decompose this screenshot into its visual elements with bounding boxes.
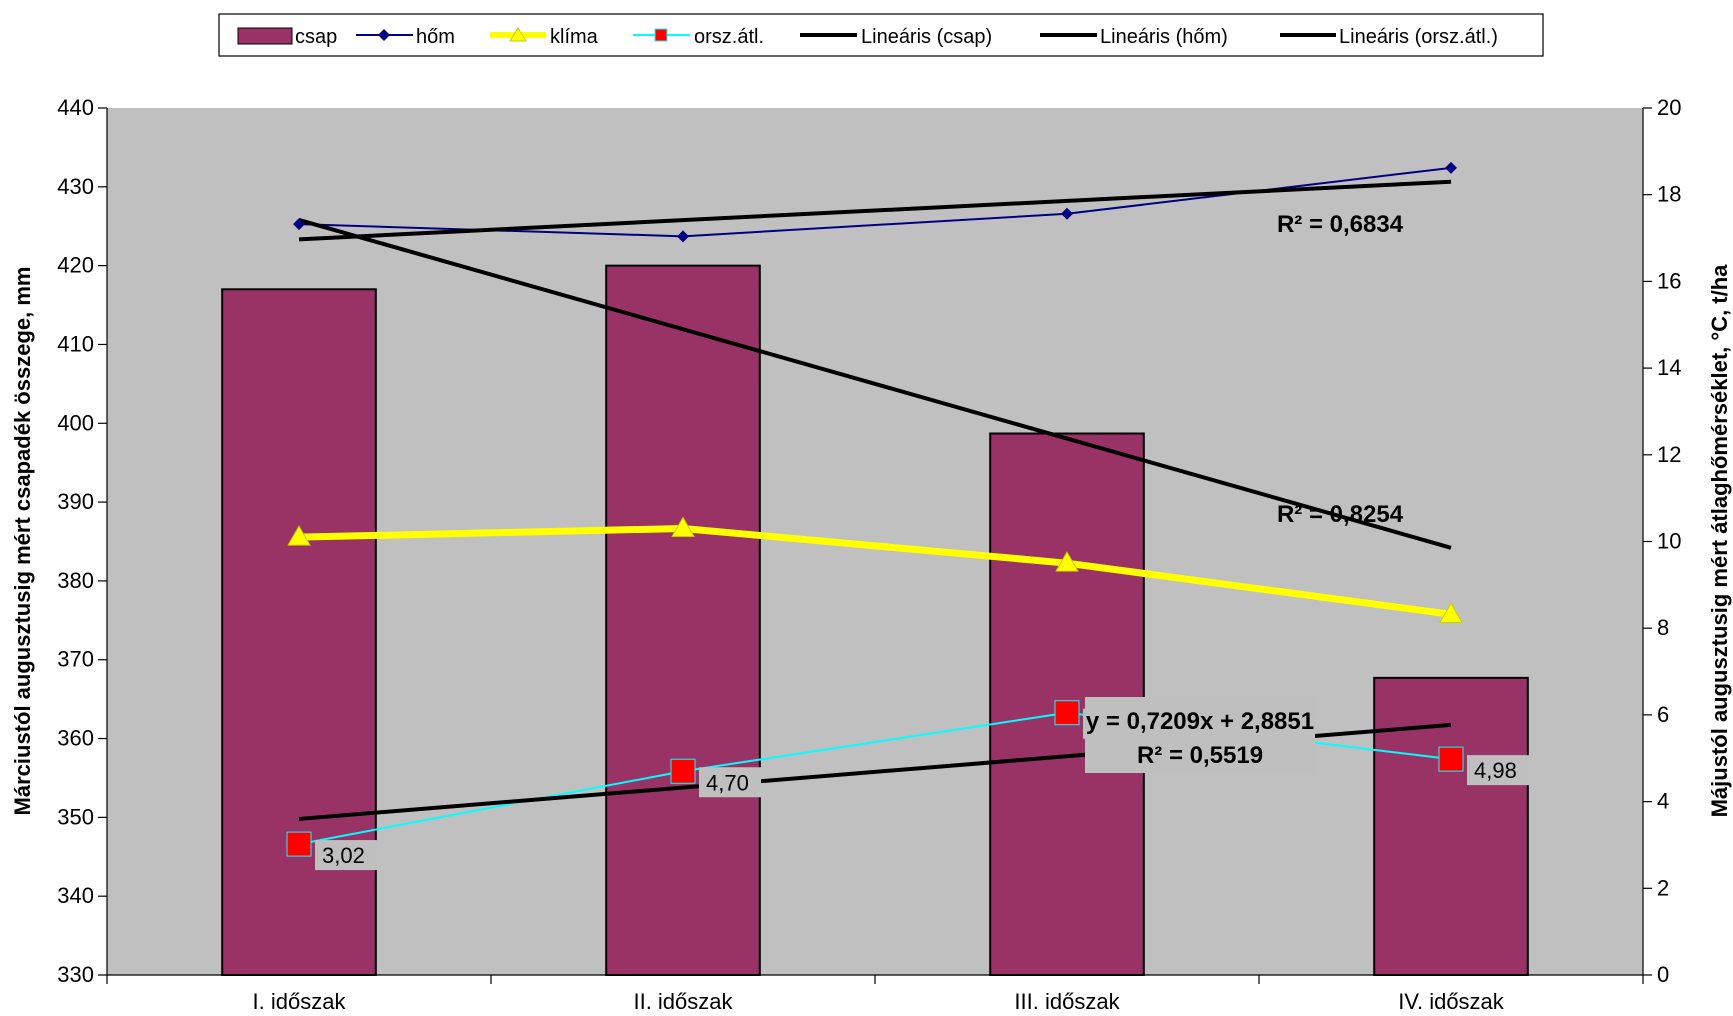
legend-trend-orsz-label: Lineáris (orsz.átl.) xyxy=(1339,26,1498,48)
marker-orsz-2 xyxy=(670,758,696,784)
legend-trend-csap-label: Lineáris (csap) xyxy=(861,26,992,48)
y-tick-label: 410 xyxy=(57,331,94,356)
y2-tick-label: 4 xyxy=(1657,789,1669,814)
data-label-box-orsz-2 xyxy=(699,767,761,798)
y-tick-label: 390 xyxy=(57,489,94,514)
y2-tick-label: 10 xyxy=(1657,529,1681,554)
x-tick-label: II. időszak xyxy=(633,989,733,1014)
line-klima xyxy=(298,524,1452,618)
legend-klima-label: klíma xyxy=(550,26,599,48)
data-label-orsz-4: 4,98 xyxy=(1474,758,1517,783)
marker-hom-2 xyxy=(677,230,689,243)
y-axis-title: Márciustól augusztusig mért csapadék öss… xyxy=(10,267,35,816)
y2-tick-label: 6 xyxy=(1657,702,1669,727)
data-label-box-orsz-4 xyxy=(1467,755,1529,786)
marker-hom-1 xyxy=(293,218,305,231)
data-label-orsz-2: 4,70 xyxy=(706,770,749,795)
bar-csap-4 xyxy=(1373,676,1529,976)
y-tick-label: 360 xyxy=(57,726,94,751)
y-tick-label: 370 xyxy=(57,647,94,672)
legend-orsz-marker xyxy=(654,28,668,42)
orsz-equation-annotation: y = 0,7209x + 2,8851 xyxy=(1086,708,1314,735)
legend-csap-label: csap xyxy=(295,26,337,48)
x-tick-label: I. időszak xyxy=(253,989,347,1014)
marker-hom-4 xyxy=(1445,161,1457,174)
legend: csap hőm klíma orsz.átl. Lineáris (csap)… xyxy=(218,13,1544,57)
r2-csap-annotation: R² = 0,8254 xyxy=(1277,501,1404,528)
y2-tick-label: 0 xyxy=(1657,962,1669,987)
y-tick-label: 330 xyxy=(57,962,94,987)
y2-tick-label: 18 xyxy=(1657,182,1681,207)
marker-klima-1 xyxy=(287,525,311,546)
y-tick-label: 430 xyxy=(57,174,94,199)
legend-hom-marker xyxy=(378,29,390,41)
y-tick-label: 350 xyxy=(57,804,94,829)
y2-tick-label: 12 xyxy=(1657,442,1681,467)
r2-hom-annotation: R² = 0,6834 xyxy=(1277,211,1404,238)
data-label-orsz-1: 3,02 xyxy=(322,843,365,868)
marker-orsz-1 xyxy=(286,831,312,857)
y2-tick-label: 16 xyxy=(1657,268,1681,293)
bar-csap-1 xyxy=(221,288,377,977)
legend-hom-label: hőm xyxy=(416,26,455,48)
marker-orsz-3 xyxy=(1054,700,1080,726)
y2-tick-label: 2 xyxy=(1657,875,1669,900)
marker-klima-2 xyxy=(671,516,695,537)
data-label-box-orsz-1 xyxy=(315,840,377,871)
trendline-1 xyxy=(298,217,1452,550)
r2-orsz-annotation: R² = 0,5519 xyxy=(1137,742,1263,769)
trendline-2 xyxy=(298,179,1452,242)
y-tick-label: 420 xyxy=(57,253,94,278)
legend-csap-swatch xyxy=(237,27,293,45)
y-tick-label: 380 xyxy=(57,568,94,593)
marker-orsz-4 xyxy=(1438,746,1464,772)
x-tick-label: IV. időszak xyxy=(1398,989,1505,1014)
y-tick-label: 400 xyxy=(57,410,94,435)
y2-tick-label: 20 xyxy=(1657,95,1681,120)
y2-axis-title: Májustól augusztusig mért átlaghőmérsékl… xyxy=(1707,264,1732,818)
marker-klima-3 xyxy=(1055,551,1079,572)
y-tick-label: 340 xyxy=(57,883,94,908)
y-tick-label: 440 xyxy=(57,95,94,120)
y2-tick-label: 14 xyxy=(1657,355,1681,380)
x-tick-label: III. időszak xyxy=(1014,989,1120,1014)
y2-tick-label: 8 xyxy=(1657,615,1669,640)
legend-trend-hom-label: Lineáris (hőm) xyxy=(1100,26,1228,48)
marker-klima-4 xyxy=(1439,602,1463,623)
marker-hom-3 xyxy=(1061,207,1073,220)
legend-klima-marker xyxy=(509,27,527,42)
bar-csap-2 xyxy=(605,264,761,976)
legend-orsz-label: orsz.átl. xyxy=(694,26,764,48)
orsz-equation-box xyxy=(1085,697,1315,773)
